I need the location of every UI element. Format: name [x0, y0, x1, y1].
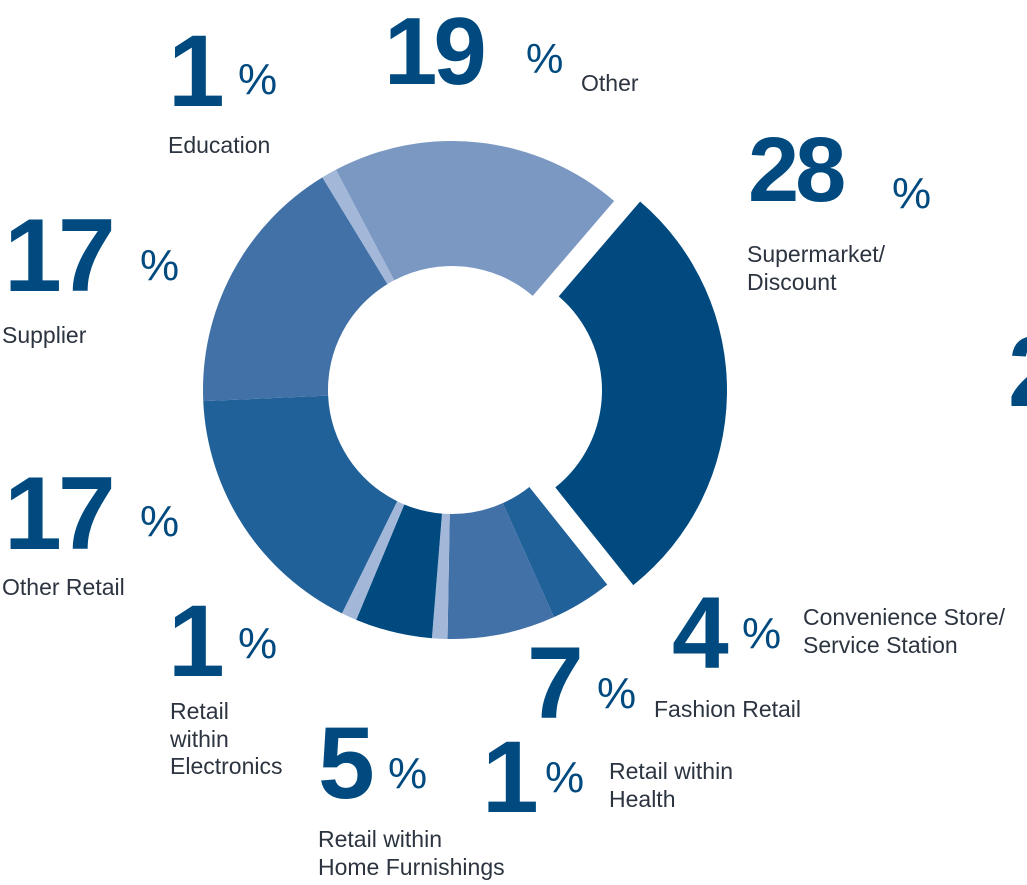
- unit-education: %: [238, 55, 278, 104]
- unit-supplier: %: [140, 241, 180, 290]
- slice-other-retail: [203, 395, 398, 614]
- value-retail-within-health: 1: [482, 720, 539, 834]
- label-supermarket-discount: Supermarket/Discount: [747, 241, 886, 295]
- unit-fashion-retail: %: [597, 669, 637, 718]
- value-other-retail: 17: [4, 456, 116, 572]
- unit-supermarket-discount: %: [892, 169, 932, 218]
- value-supplier: 17: [4, 198, 116, 314]
- offpage-fragment: 2: [1008, 322, 1027, 422]
- unit-retail-within-home-furnishings: %: [388, 749, 428, 798]
- label-fashion-retail: Fashion Retail: [654, 696, 802, 722]
- slice-other: [335, 141, 615, 296]
- slice-supplier: [203, 177, 388, 402]
- label-retail-within-health: Retail within Health: [609, 758, 733, 812]
- value-convenience-store-service-station: 4: [672, 576, 729, 690]
- label-other: Other: [581, 70, 639, 96]
- slice-retail-within-health: [431, 513, 450, 639]
- label-retail-within-home-furnishings: Retail within Home Furnishings: [318, 826, 505, 880]
- value-fashion-retail: 7: [527, 626, 584, 740]
- unit-retail-within-electronics: %: [238, 619, 278, 668]
- value-education: 1: [168, 14, 225, 128]
- unit-other: %: [526, 35, 564, 82]
- label-retail-within-electronics: Retail within Electronics: [170, 698, 283, 780]
- label-convenience-store-service-station: Convenience Store/Service Station: [803, 604, 1006, 658]
- unit-convenience-store-service-station: %: [742, 609, 782, 658]
- slice-fashion-retail: [447, 503, 554, 639]
- unit-retail-within-health: %: [545, 753, 585, 802]
- value-supermarket-discount: 28: [748, 119, 846, 221]
- slice-supermarket-discount: [555, 201, 727, 586]
- slice-retail-within-electronics: [341, 501, 405, 620]
- label-education: Education: [168, 132, 271, 158]
- slice-education: [322, 169, 395, 285]
- unit-other-retail: %: [140, 497, 180, 546]
- label-other-retail: Other Retail: [2, 574, 125, 600]
- slice-retail-within-home-furnishings: [356, 504, 442, 639]
- label-supplier: Supplier: [2, 322, 87, 348]
- value-retail-within-electronics: 1: [168, 584, 225, 698]
- value-retail-within-home-furnishings: 5: [318, 706, 375, 820]
- value-other: 19: [384, 0, 487, 105]
- slice-convenience-store-service-station: [502, 486, 608, 618]
